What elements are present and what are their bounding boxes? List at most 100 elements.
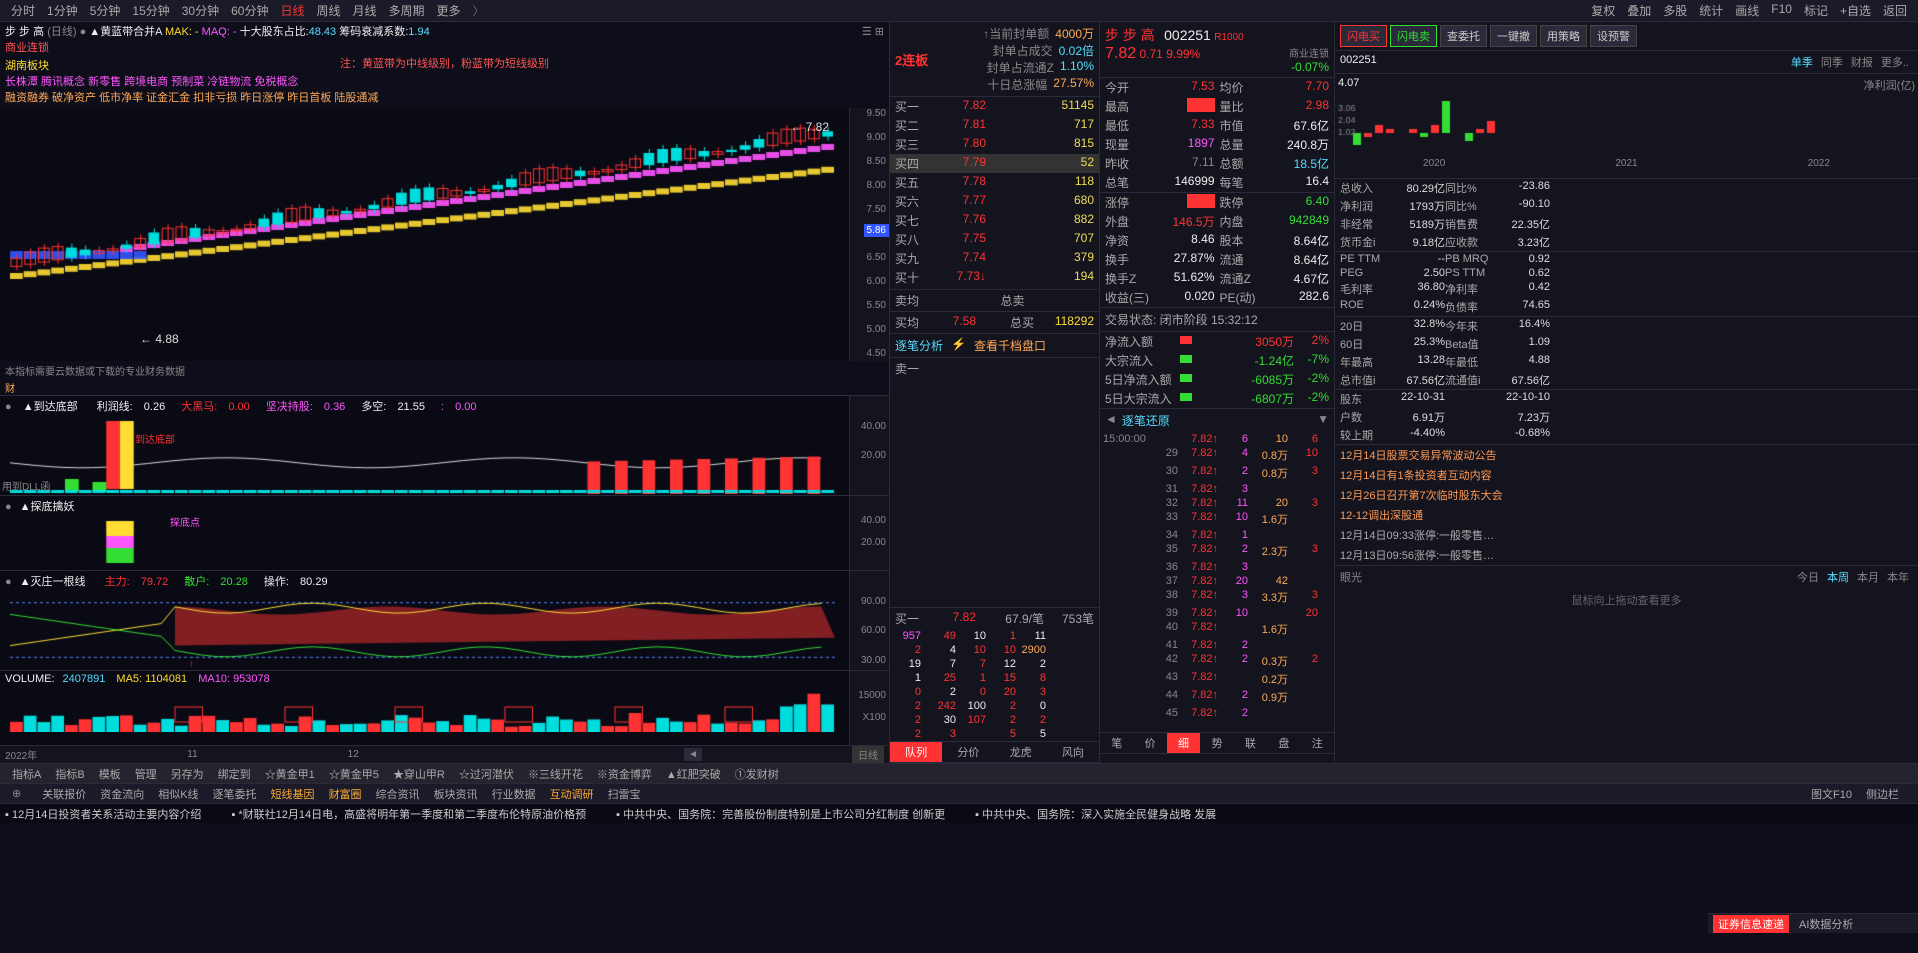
view-depth-link[interactable]: 查看千档盘口 [974,337,1046,354]
template-指标B[interactable]: 指标B [48,766,91,782]
template-☆黄金甲1[interactable]: ☆黄金甲1 [258,766,322,782]
indicator-chart-1[interactable]: ● ▲到达底部 利润线: 0.26大黑马: 0.00坚决持股: 0.36多空: … [0,395,889,495]
eye-tab-本月[interactable]: 本月 [1853,572,1883,584]
info-right-图文F10[interactable]: 图文F10 [1804,789,1859,801]
info-tab-扫雷宝[interactable]: 扫雷宝 [601,789,648,801]
news-item[interactable]: 12月14日有1条投资者互动内容 [1335,465,1918,485]
toolbar-F10[interactable]: F10 [1765,2,1798,19]
ai-analysis-btn[interactable]: AI数据分析 [1799,916,1853,932]
news-item[interactable]: 12月13日09:56涨停:一般零售… [1335,545,1918,565]
info-tab-相似K线[interactable]: 相似K线 [151,789,205,801]
news-item[interactable]: 12月14日股票交易异常波动公告 [1335,445,1918,465]
eye-tab-本年[interactable]: 本年 [1883,572,1913,584]
toolbar-复权[interactable]: 复权 [1585,2,1621,19]
toolbar-标记[interactable]: 标记 [1798,2,1834,19]
period-多周期[interactable]: 多周期 [383,2,431,19]
template-指标A[interactable]: 指标A [5,766,48,782]
period-daily-btn[interactable]: 日线 [852,746,884,763]
news-item[interactable]: 12-12调出深股通 [1335,505,1918,525]
template-※三线开花[interactable]: ※三线开花 [521,766,590,782]
template-模板[interactable]: 模板 [92,766,128,782]
fin-tab-财报[interactable]: 财报 [1847,57,1877,69]
info-tab-短线基因[interactable]: 短线基因 [264,789,322,801]
template-▲红肥突破[interactable]: ▲红肥突破 [659,766,728,782]
securities-news-btn[interactable]: 证券信息速递 [1713,915,1789,933]
tick-replay-tab[interactable]: 逐笔还原 [1122,412,1170,429]
ticker-item[interactable]: ▪ 中共中央、国务院：深入实施全民健身战略 发展 [975,806,1216,822]
ob-tab-队列[interactable]: 队列 [890,742,942,762]
buy-level[interactable]: 买八7.75707 [890,230,1099,249]
info-tab-资金流向[interactable]: 资金流向 [93,789,151,801]
news-item[interactable]: 12月14日09:33涨停:一般零售… [1335,525,1918,545]
ticker-item[interactable]: ▪ 12月14日投资者关系活动主要内容介绍 [5,806,201,822]
period-30分钟[interactable]: 30分钟 [176,2,225,19]
fin-tab-单季[interactable]: 单季 [1787,57,1817,69]
tick-tab-细[interactable]: 细 [1167,733,1200,753]
buy-level[interactable]: 买十7.73↓194 [890,268,1099,287]
mini-profit-chart[interactable]: 4.07 净利润(亿) 202020212022 [1335,74,1918,179]
period-月线[interactable]: 月线 [347,2,383,19]
tick-tab-联[interactable]: 联 [1234,733,1267,753]
ob-tab-龙虎[interactable]: 龙虎 [995,742,1047,762]
tick-tab-笔[interactable]: 笔 [1100,733,1133,753]
action-查委托[interactable]: 查委托 [1440,25,1487,47]
tick-tab-盘[interactable]: 盘 [1267,733,1300,753]
period-分时[interactable]: 分时 [5,2,41,19]
buy-level[interactable]: 买四7.7952 [890,154,1099,173]
period-60分钟[interactable]: 60分钟 [225,2,274,19]
volume-chart[interactable]: VOLUME:2407891 MA5: 1104081 MA10: 953078… [0,670,889,745]
info-tab-互动调研[interactable]: 互动调研 [543,789,601,801]
ticker-item[interactable]: ▪ 中共中央、国务院：完善股份制度特别是上市公司分红制度 创新更 [616,806,945,822]
period-1分钟[interactable]: 1分钟 [41,2,84,19]
buy-level[interactable]: 买五7.78118 [890,173,1099,192]
template-管理[interactable]: 管理 [128,766,164,782]
template-☆黄金甲5[interactable]: ☆黄金甲5 [322,766,386,782]
info-tab-板块资讯[interactable]: 板块资讯 [427,789,485,801]
buy-level[interactable]: 买七7.76882 [890,211,1099,230]
tick-tab-注[interactable]: 注 [1301,733,1334,753]
period-日线[interactable]: 日线 [274,2,310,19]
info-tab-逐笔委托[interactable]: 逐笔委托 [206,789,264,801]
info-tab-行业数据[interactable]: 行业数据 [485,789,543,801]
period-周线[interactable]: 周线 [310,2,346,19]
main-kline-chart[interactable]: 9.509.008.508.007.507.006.506.005.505.00… [0,108,889,361]
eye-tab-本周[interactable]: 本周 [1823,572,1853,584]
info-tab-财富圈[interactable]: 财富圈 [322,789,369,801]
ob-tab-分价[interactable]: 分价 [942,742,994,762]
action-设预警[interactable]: 设预警 [1590,25,1637,47]
template-另存为[interactable]: 另存为 [164,766,211,782]
buy-level[interactable]: 买九7.74379 [890,249,1099,268]
indicator-chart-3[interactable]: ●▲灭庄一根线 主力: 79.72散户: 20.28操作: 80.29 90.0… [0,570,889,670]
toolbar-画线[interactable]: 画线 [1729,2,1765,19]
buy-level[interactable]: 买二7.81717 [890,116,1099,135]
news-item[interactable]: 12月26日召开第7次临时股东大会 [1335,485,1918,505]
period-15分钟[interactable]: 15分钟 [126,2,175,19]
eye-tab-今日[interactable]: 今日 [1793,572,1823,584]
template-★穿山甲R[interactable]: ★穿山甲R [386,766,452,782]
fin-tab-同季[interactable]: 同季 [1817,57,1847,69]
period-5分钟[interactable]: 5分钟 [84,2,127,19]
template-※资金博弈[interactable]: ※资金博弈 [590,766,659,782]
toolbar-+自选[interactable]: +自选 [1834,2,1877,19]
toolbar-叠加[interactable]: 叠加 [1621,2,1657,19]
buy-level[interactable]: 买一7.8251145 [890,97,1099,116]
toolbar-返回[interactable]: 返回 [1877,2,1913,19]
info-tab-关联报价[interactable]: 关联报价 [35,789,93,801]
action-一键撤[interactable]: 一键撤 [1490,25,1537,47]
toolbar-统计[interactable]: 统计 [1693,2,1729,19]
info-tab-综合资讯[interactable]: 综合资讯 [369,789,427,801]
ticker-item[interactable]: ▪ *财联社12月14日电，高盛将明年第一季度和第二季度布伦特原油价格预 [231,806,586,822]
ob-tab-风向[interactable]: 风向 [1047,742,1099,762]
template-绑定到[interactable]: 绑定到 [211,766,258,782]
fin-tab-更多..[interactable]: 更多.. [1877,57,1913,69]
period-更多[interactable]: 更多 [431,2,467,19]
tick-tab-价[interactable]: 价 [1133,733,1166,753]
info-right-侧边栏[interactable]: 侧边栏 [1859,789,1906,801]
action-用策略[interactable]: 用策略 [1540,25,1587,47]
tick-tab-势[interactable]: 势 [1200,733,1233,753]
buy-level[interactable]: 买三7.80815 [890,135,1099,154]
toolbar-多股[interactable]: 多股 [1657,2,1693,19]
template-☆过河潜伏[interactable]: ☆过河潜伏 [452,766,521,782]
tick-analysis-tab[interactable]: 逐笔分析 [895,337,943,354]
action-闪电卖[interactable]: 闪电卖 [1390,25,1437,47]
